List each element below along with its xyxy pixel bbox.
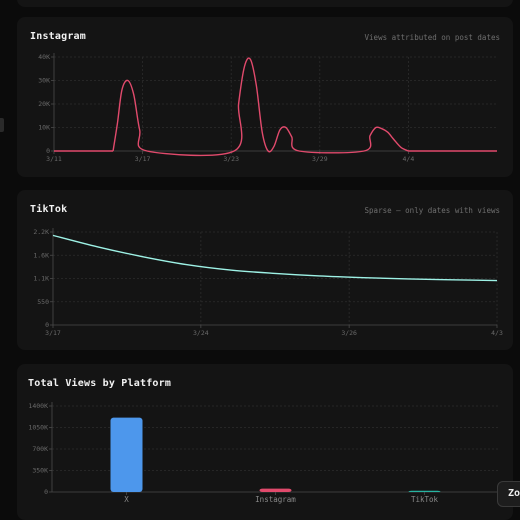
tiktok-x-tick-label: 3/26 bbox=[341, 329, 357, 337]
instagram-x-tick-label: 3/29 bbox=[312, 155, 328, 163]
zoom-button[interactable]: Zo bbox=[497, 481, 520, 507]
tiktok-x-tick-label: 4/3 bbox=[491, 329, 503, 337]
platform-totals-title: Total Views by Platform bbox=[28, 378, 172, 389]
instagram-y-tick-label: 20K bbox=[38, 100, 50, 108]
tiktok-y-tick-label: 550 bbox=[37, 298, 49, 306]
bar-label-x: X bbox=[124, 495, 129, 504]
instagram-x-tick-label: 3/11 bbox=[46, 155, 62, 163]
top-card-partial bbox=[17, 0, 513, 7]
platform-totals-y-tick-label: 0 bbox=[44, 488, 48, 496]
bar-label-instagram: Instagram bbox=[255, 495, 296, 504]
tiktok-y-tick-label: 2.2K bbox=[33, 228, 49, 236]
tiktok-x-tick-label: 3/17 bbox=[45, 329, 61, 337]
instagram-card-title: Instagram bbox=[30, 31, 86, 42]
platform-totals-y-tick-label: 700K bbox=[32, 445, 48, 453]
tiktok-card-subtitle: Sparse — only dates with views bbox=[364, 206, 500, 215]
instagram-series-line bbox=[112, 57, 409, 157]
tiktok-card-title: TikTok bbox=[30, 204, 68, 215]
tiktok-y-tick-label: 1.6K bbox=[33, 251, 49, 259]
bar-label-tiktok: TikTok bbox=[411, 495, 439, 504]
instagram-x-tick-label: 3/17 bbox=[135, 155, 151, 163]
instagram-x-tick-label: 4/4 bbox=[403, 155, 415, 163]
instagram-y-tick-label: 0 bbox=[46, 147, 50, 155]
platform-totals-chart: 0 350K 700K 1050K 1400K X Instagram TikTok bbox=[28, 402, 499, 504]
instagram-y-tick-label: 30K bbox=[38, 77, 50, 85]
instagram-y-tick-label: 40K bbox=[38, 53, 50, 61]
tiktok-y-tick-label: 0 bbox=[45, 321, 49, 329]
instagram-y-tick-label: 10K bbox=[38, 124, 50, 132]
platform-totals-y-tick-label: 1400K bbox=[28, 402, 48, 410]
bar-x bbox=[110, 417, 143, 492]
tiktok-y-tick-label: 1.1K bbox=[33, 275, 49, 283]
bar-tiktok bbox=[408, 490, 441, 492]
resize-handle[interactable] bbox=[0, 118, 4, 132]
instagram-x-tick-label: 3/23 bbox=[223, 155, 239, 163]
tiktok-chart: 0 550 1.1K 1.6K 2.2K 3/17 3/24 3/26 4/3 bbox=[33, 228, 503, 337]
instagram-chart: 0 10K 20K 30K 40K 3/11 3/17 3/23 3/29 4/4 bbox=[38, 53, 497, 163]
platform-totals-y-tick-label: 1050K bbox=[28, 424, 48, 432]
tiktok-series-line bbox=[52, 234, 498, 282]
platform-totals-y-tick-label: 350K bbox=[32, 467, 48, 475]
tiktok-x-tick-label: 3/24 bbox=[193, 329, 209, 337]
instagram-card: Instagram Views attributed on post dates… bbox=[17, 17, 513, 177]
platform-totals-card: Total Views by Platform 0 350K 700K 1050K 14… bbox=[17, 364, 513, 520]
instagram-card-subtitle: Views attributed on post dates bbox=[364, 33, 500, 42]
tiktok-card: TikTok Sparse — only dates with views 0 5… bbox=[17, 190, 513, 350]
bar-instagram bbox=[259, 488, 292, 492]
